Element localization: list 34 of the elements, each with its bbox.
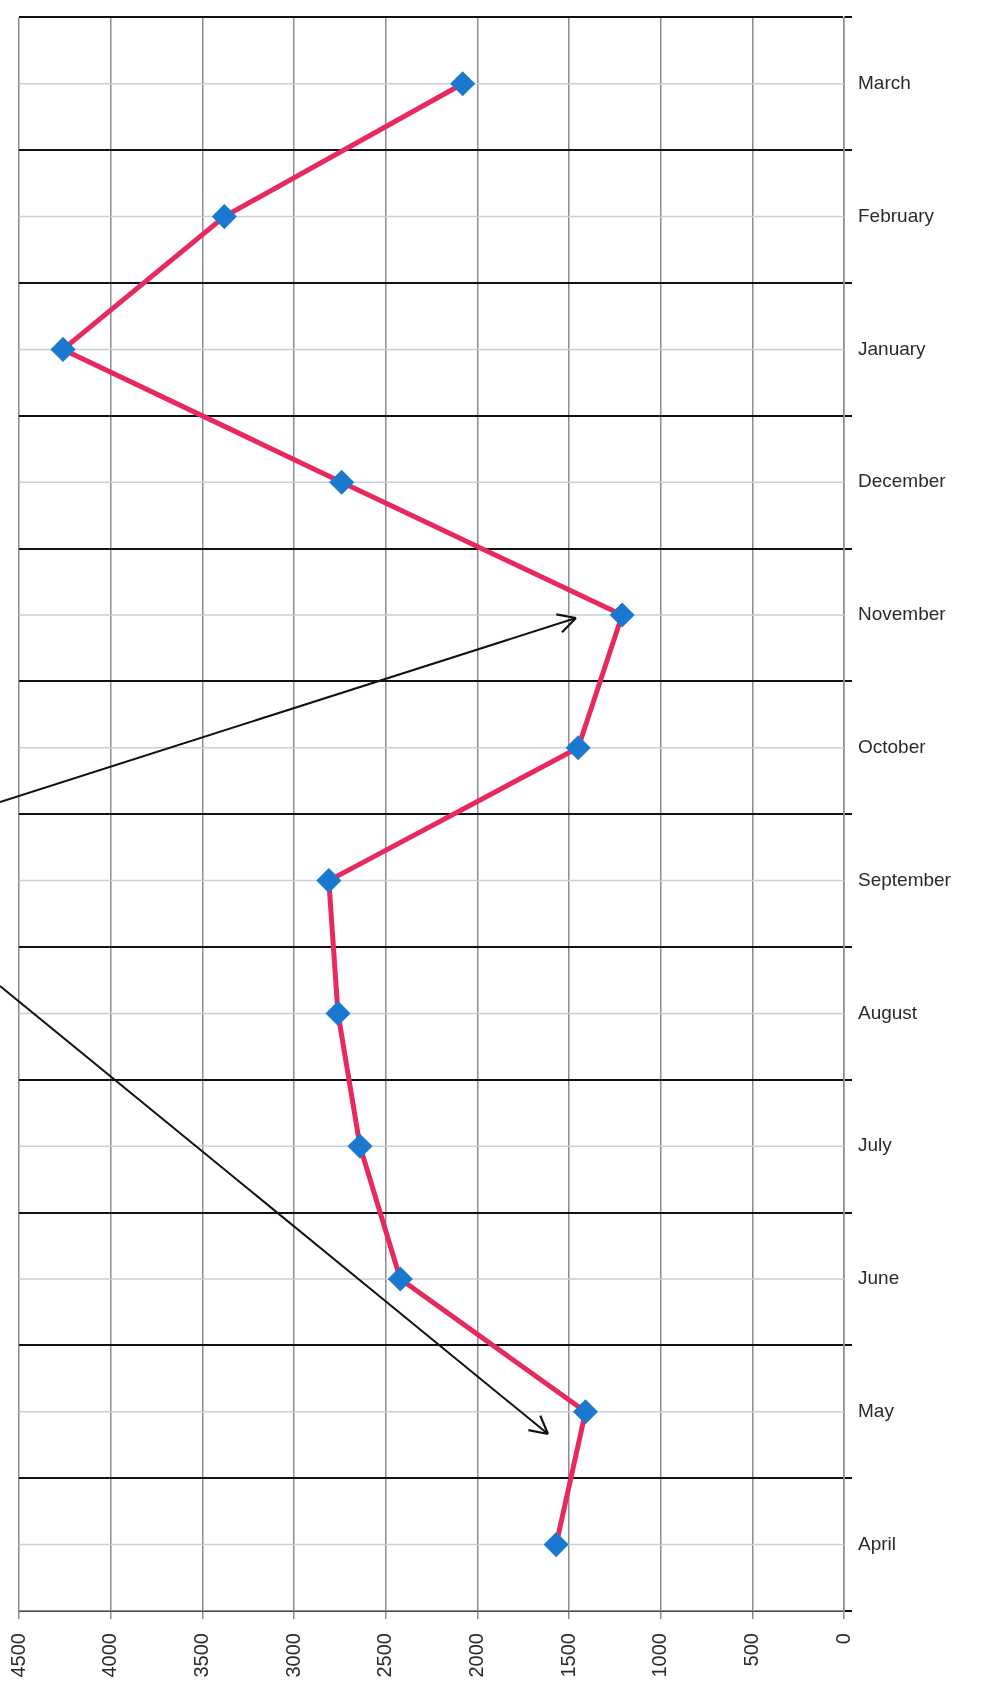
x-tick-label: 3500 bbox=[189, 1633, 212, 1678]
y-tick-label: December bbox=[858, 470, 947, 492]
x-tick-label: 500 bbox=[739, 1633, 762, 1667]
point bbox=[326, 1001, 350, 1025]
point bbox=[574, 1400, 597, 1424]
y-tick-label: January bbox=[858, 337, 927, 359]
y-tick-label: September bbox=[858, 868, 952, 890]
point bbox=[317, 869, 341, 893]
y-tick-label: July bbox=[858, 1134, 893, 1156]
point bbox=[544, 1533, 568, 1557]
x-tick-label: 4500 bbox=[6, 1633, 29, 1678]
x-tick-label: 2500 bbox=[373, 1633, 396, 1678]
x-tick-label: 4000 bbox=[98, 1633, 121, 1678]
x-tick-label: 1500 bbox=[556, 1633, 579, 1678]
x-tick-label: 0 bbox=[831, 1633, 854, 1645]
x-tick-label: 3000 bbox=[281, 1633, 304, 1678]
point bbox=[610, 603, 634, 627]
y-tick-label: October bbox=[858, 736, 927, 758]
x-tick-label: 1000 bbox=[648, 1633, 671, 1678]
point bbox=[330, 470, 354, 494]
point bbox=[388, 1267, 412, 1291]
point bbox=[348, 1134, 372, 1158]
y-tick-label: November bbox=[858, 603, 947, 625]
point bbox=[566, 736, 590, 760]
y-tick-label: February bbox=[858, 204, 935, 226]
point bbox=[212, 205, 236, 229]
point bbox=[51, 337, 75, 361]
y-tick-label: August bbox=[858, 1001, 918, 1023]
y-tick-label: May bbox=[858, 1400, 895, 1422]
y-tick-label: June bbox=[858, 1267, 900, 1289]
y-tick-label: April bbox=[858, 1532, 897, 1554]
point bbox=[451, 72, 475, 96]
y-tick-label: March bbox=[858, 72, 911, 94]
x-tick-label: 2000 bbox=[464, 1633, 487, 1678]
